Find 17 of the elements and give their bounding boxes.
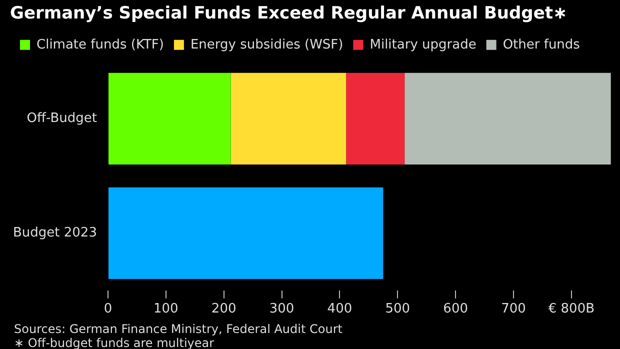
chart-title: Germany’s Special Funds Exceed Regular Annual Budget∗ — [10, 4, 568, 24]
x-tick-label: 700 — [501, 302, 526, 317]
x-tick-label: 600 — [443, 302, 468, 317]
legend-label: Other funds — [502, 37, 580, 52]
x-tick-label: 500 — [385, 302, 410, 317]
x-tick-label: 0 — [104, 302, 112, 317]
x-tick-label: 300 — [269, 302, 294, 317]
x-tick-label: 200 — [211, 302, 236, 317]
y-tick-label: Off-Budget — [26, 111, 97, 126]
x-tick-label: € 800B — [548, 302, 595, 317]
legend-label: Energy subsidies (WSF) — [190, 37, 344, 52]
legend-label: Military upgrade — [370, 37, 476, 52]
y-tick-label: Budget 2023 — [12, 226, 97, 241]
x-tick-label: 400 — [327, 302, 352, 317]
legend-label: Climate funds (KTF) — [36, 37, 164, 52]
source-note: Sources: German Finance Ministry, Federal Audit Court — [14, 322, 342, 336]
x-tick-label: 100 — [153, 302, 178, 317]
